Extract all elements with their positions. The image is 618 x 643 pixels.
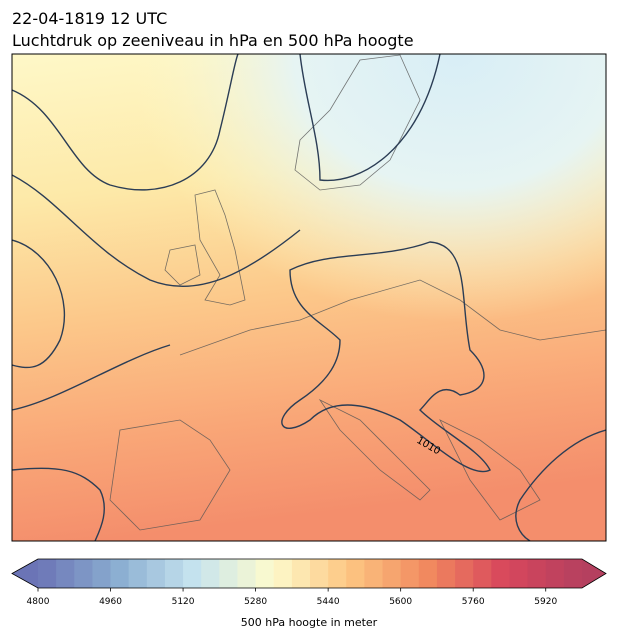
colorbar-swatch [455, 559, 474, 588]
colorbar-tick-label: 5440 [317, 597, 340, 607]
colorbar-swatch [219, 559, 238, 588]
colorbar-swatch [110, 559, 130, 588]
title: Luchtdruk op zeeniveau in hPa en 500 hPa… [12, 31, 414, 50]
colorbar-swatch [509, 559, 529, 588]
colorbar-tick-label: 5760 [462, 597, 485, 607]
colorbar-swatch [545, 559, 565, 588]
colorbar-swatch [382, 559, 402, 588]
colorbar-tick-label: 4960 [99, 597, 122, 607]
title-date: 22-04-1819 12 UTC [12, 9, 167, 28]
colorbar-extend-high [582, 559, 606, 588]
colorbar-outline [11, 558, 607, 589]
colorbar-tick-label: 5120 [172, 597, 195, 607]
colorbar-swatch [201, 559, 220, 588]
map: 1010 [12, 54, 606, 541]
colorbar-swatch [418, 559, 438, 588]
colorbar-swatch [146, 559, 166, 588]
colorbar-swatch [255, 559, 275, 588]
colorbar-tick-label: 4800 [27, 597, 50, 607]
colorbar-swatch [128, 559, 148, 588]
colorbar-swatch [74, 559, 93, 588]
colorbar-swatch [346, 559, 365, 588]
colorbar-tick-label: 5600 [389, 597, 412, 607]
colorbar-swatch [328, 559, 347, 588]
colorbar-swatch [291, 559, 311, 588]
colorbar-swatch [400, 559, 420, 588]
colorbar-swatch [364, 559, 384, 588]
colorbar-tick-label: 5280 [244, 597, 267, 607]
colorbar-swatch [164, 559, 184, 588]
colorbar-swatch [527, 559, 547, 588]
colorbar-swatch [310, 559, 329, 588]
colorbar-swatch [491, 559, 510, 588]
colorbar-swatch [92, 559, 112, 588]
colorbar-label: 500 hPa hoogte in meter [241, 616, 378, 629]
colorbar-swatch [38, 559, 57, 588]
colorbar-extend-low [12, 559, 38, 588]
colorbar-swatch [183, 559, 202, 588]
colorbar-swatch [473, 559, 492, 588]
colorbar-tick-label: 5920 [534, 597, 557, 607]
colorbar-swatch [237, 559, 257, 588]
colorbar-swatch [436, 559, 456, 588]
colorbar-swatch [563, 559, 583, 588]
colorbar-swatch [56, 559, 75, 588]
map-frame [11, 53, 607, 542]
colorbar: 4800 4960 5120 5280 5440 5600 5760 5920 [11, 558, 607, 607]
colorbar-swatch [273, 559, 293, 588]
